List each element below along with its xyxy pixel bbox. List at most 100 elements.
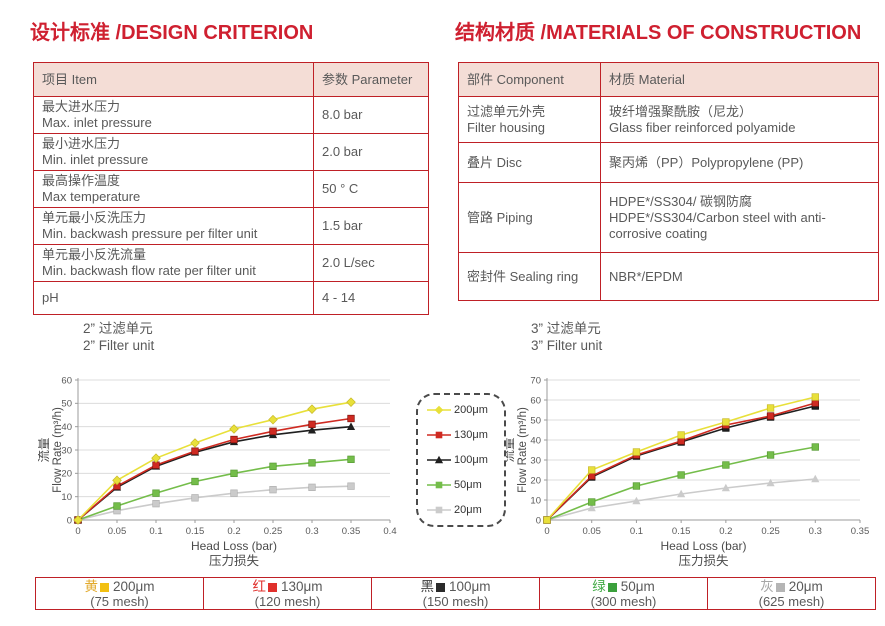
chart-title-3inch-zh: 3” 过滤单元 [531,321,601,336]
svg-text:0.3: 0.3 [809,526,822,537]
svg-text:40: 40 [61,422,72,433]
svg-text:30: 30 [530,455,541,466]
svg-text:Head Loss (bar): Head Loss (bar) [191,539,277,553]
table-cell-line: 管路 Piping [467,209,533,225]
flow-rate-chart-2inch: 0 10 20 30 40 50 60 0 0.05 0.1 0.15 0.2 0.25 0.3 0.35 0… [38,375,397,568]
svg-text:0.05: 0.05 [582,526,601,537]
color-swatch [435,582,445,592]
table-cell-line: pH [42,290,59,305]
svg-text:0: 0 [536,515,541,526]
table-cell-line: 单元最小反洗压力 [42,210,147,225]
table-header-cell: 参数 Parameter [313,62,429,97]
svg-text:0.1: 0.1 [149,526,162,537]
table-header-row: 部件 Component 材质 Material [458,62,879,97]
svg-text:0.2: 0.2 [719,526,732,537]
table-cell-line: Min. inlet pressure [42,152,149,167]
color-name-zh: 黄 [84,578,98,594]
table-row: pH 4 - 14 [33,281,429,315]
mesh-count: (150 mesh) [422,593,489,609]
design-criterion-table: 项目 Item 参数 Parameter 最大进水压力 Max. inlet pres… [33,62,429,315]
svg-text:0.25: 0.25 [761,526,780,537]
flow-rate-chart-3inch: 0 10 20 30 40 50 60 70 0 0.05 0.1 0.15 0.2 0.25 0.3 0.3… [503,375,870,568]
table-header-cell: 部件 Component [458,62,601,97]
materials-table: 部件 Component 材质 Material 过滤单元外壳 Filter hous… [458,62,879,301]
mesh-count: (625 mesh) [758,593,825,609]
table-row: 最大进水压力 Max. inlet pressure 8.0 bar [33,96,429,134]
table-cell: 管路 Piping [458,182,601,253]
design-criterion-heading: 设计标准 /DESIGN CRITERION [30,22,314,44]
legend-marker-130μm [427,431,451,439]
svg-text:压力损失: 压力损失 [678,553,729,568]
svg-text:60: 60 [530,395,541,406]
color-mesh-legend-strip: 黄 200μm (75 mesh) 红 130μm (120 mesh) 黑 100μm (15… [35,577,876,610]
mesh-legend-size-line: 黑 100μm [420,579,490,594]
table-cell: 过滤单元外壳 Filter housing [458,96,601,143]
table-cell-line: Max. inlet pressure [42,115,152,130]
svg-text:0.15: 0.15 [672,526,691,537]
table-row: 最小进水压力 Min. inlet pressure 2.0 bar [33,133,429,171]
micron-size: 100μm [448,578,491,594]
svg-text:50: 50 [61,399,72,410]
table-cell: 50 ° C [313,170,429,208]
color-name-zh: 红 [252,578,266,594]
table-cell-line: 单元最小反洗流量 [42,247,147,262]
table-cell-line: HDPE*/SS304/ 碳钢防腐 [609,193,753,209]
svg-text:0.35: 0.35 [851,526,870,537]
legend-entry-200μm: 200μm [426,404,496,416]
svg-text:0.15: 0.15 [186,526,205,537]
mesh-legend-cell-200μm: 黄 200μm (75 mesh) [36,578,203,609]
table-cell: NBR*/EPDM [600,252,879,301]
svg-text:0: 0 [75,526,80,537]
mesh-count: (75 mesh) [90,593,149,609]
micron-size: 130μm [280,578,323,594]
table-cell: 4 - 14 [313,281,429,315]
table-header-row: 项目 Item 参数 Parameter [33,62,429,97]
table-cell: 最小进水压力 Min. inlet pressure [33,133,314,171]
mesh-count: (300 mesh) [590,593,657,609]
legend-label: 130μm [454,429,488,441]
svg-text:0.35: 0.35 [342,526,361,537]
table-cell-line: 2.0 L/sec [322,255,375,270]
table-cell-line: 密封件 Sealing ring [467,268,579,284]
table-cell-line: 玻纤增强聚酰胺（尼龙） [609,103,753,119]
table-cell: 聚丙烯（PP）Polypropylene (PP) [600,142,879,183]
color-swatch [267,582,277,592]
table-row: 单元最小反洗流量 Min. backwash flow rate per filt… [33,244,429,282]
table-cell-line: Min. backwash flow rate per filter unit [42,263,256,278]
legend-label: 50μm [454,479,482,491]
chart-title-2inch-en: 2” Filter unit [83,338,155,353]
svg-text:70: 70 [530,375,541,386]
svg-text:0.3: 0.3 [305,526,318,537]
table-row: 单元最小反洗压力 Min. backwash pressure per filte… [33,207,429,245]
legend-marker-20μm [427,506,451,514]
chart-title-2inch: 2” 过滤单元 2” Filter unit [83,320,154,354]
legend-marker-200μm [427,405,451,415]
svg-text:0: 0 [544,526,549,537]
legend-entry-50μm: 50μm [426,479,496,491]
mesh-legend-cell-50μm: 绿 50μm (300 mesh) [539,578,707,609]
micron-size: 50μm [620,578,655,594]
mesh-legend-size-line: 红 130μm [252,579,322,594]
table-cell-line: 50 ° C [322,181,359,196]
svg-text:0: 0 [67,515,72,526]
chart-title-2inch-zh: 2” 过滤单元 [83,321,153,336]
table-cell-line: 最大进水压力 [42,99,121,114]
table-row: 叠片 Disc 聚丙烯（PP）Polypropylene (PP) [458,142,879,183]
svg-text:0.25: 0.25 [264,526,283,537]
svg-text:0.2: 0.2 [227,526,240,537]
svg-text:0.4: 0.4 [383,526,396,537]
table-cell-line: HDPE*/SS304/Carbon steel with anti-corro… [609,209,826,241]
table-row: 最高操作温度 Max temperature 50 ° C [33,170,429,208]
legend-label: 200μm [454,404,488,416]
series-200μm [543,393,819,524]
table-cell-line: 4 - 14 [322,290,356,305]
svg-text:50: 50 [530,415,541,426]
mesh-legend-cell-100μm: 黑 100μm (150 mesh) [371,578,539,609]
color-name-zh: 黑 [420,578,434,594]
legend-label: 20μm [454,504,482,516]
table-cell: pH [33,281,314,315]
mesh-legend-size-line: 绿 50μm [592,579,655,594]
micron-size: 200μm [112,578,155,594]
svg-text:10: 10 [61,492,72,503]
table-cell: 单元最小反洗流量 Min. backwash flow rate per filt… [33,244,314,282]
